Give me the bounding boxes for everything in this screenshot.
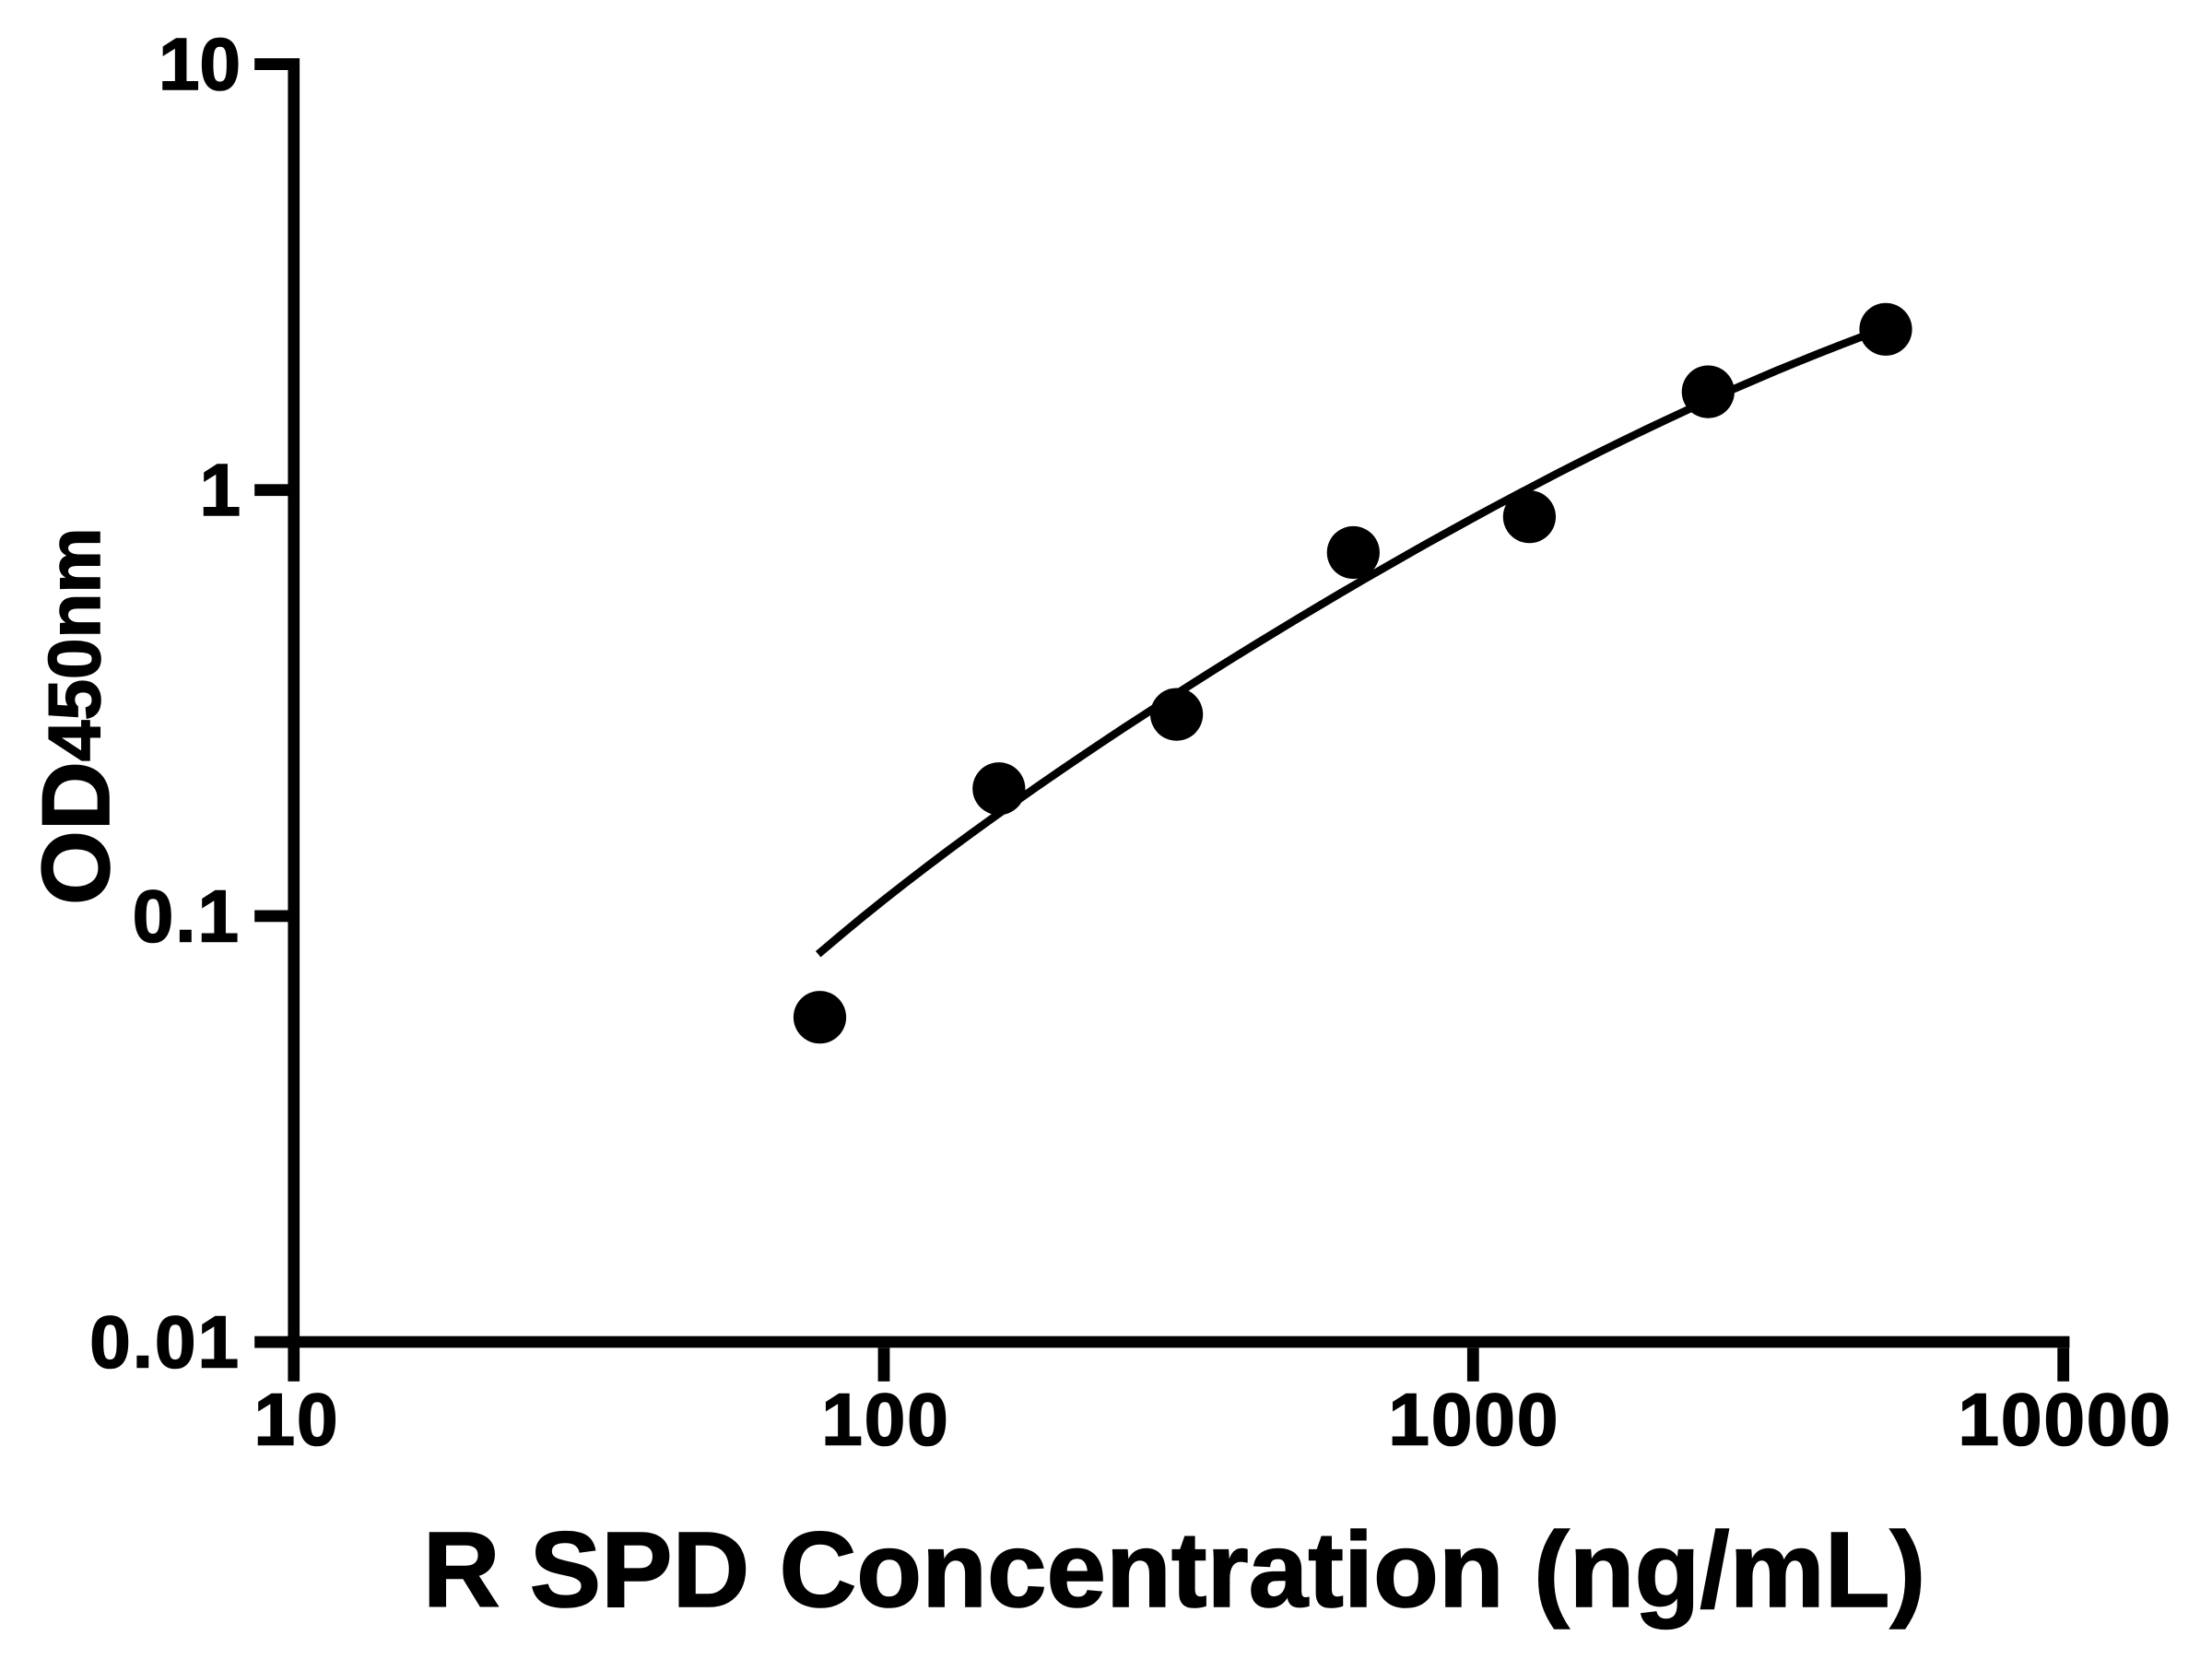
svg-text:0.01: 0.01 <box>89 1301 241 1383</box>
svg-text:10: 10 <box>254 1379 340 1461</box>
svg-text:OD450nm: OD450nm <box>23 528 130 905</box>
svg-text:1000: 1000 <box>1388 1379 1559 1461</box>
svg-text:10000: 10000 <box>1958 1379 2171 1461</box>
svg-text:R SPD Concentration (ng/mL): R SPD Concentration (ng/mL) <box>423 1510 1925 1630</box>
svg-text:10: 10 <box>159 23 241 105</box>
svg-text:100: 100 <box>821 1379 949 1461</box>
svg-text:1: 1 <box>200 449 241 531</box>
svg-text:0.1: 0.1 <box>133 875 241 957</box>
